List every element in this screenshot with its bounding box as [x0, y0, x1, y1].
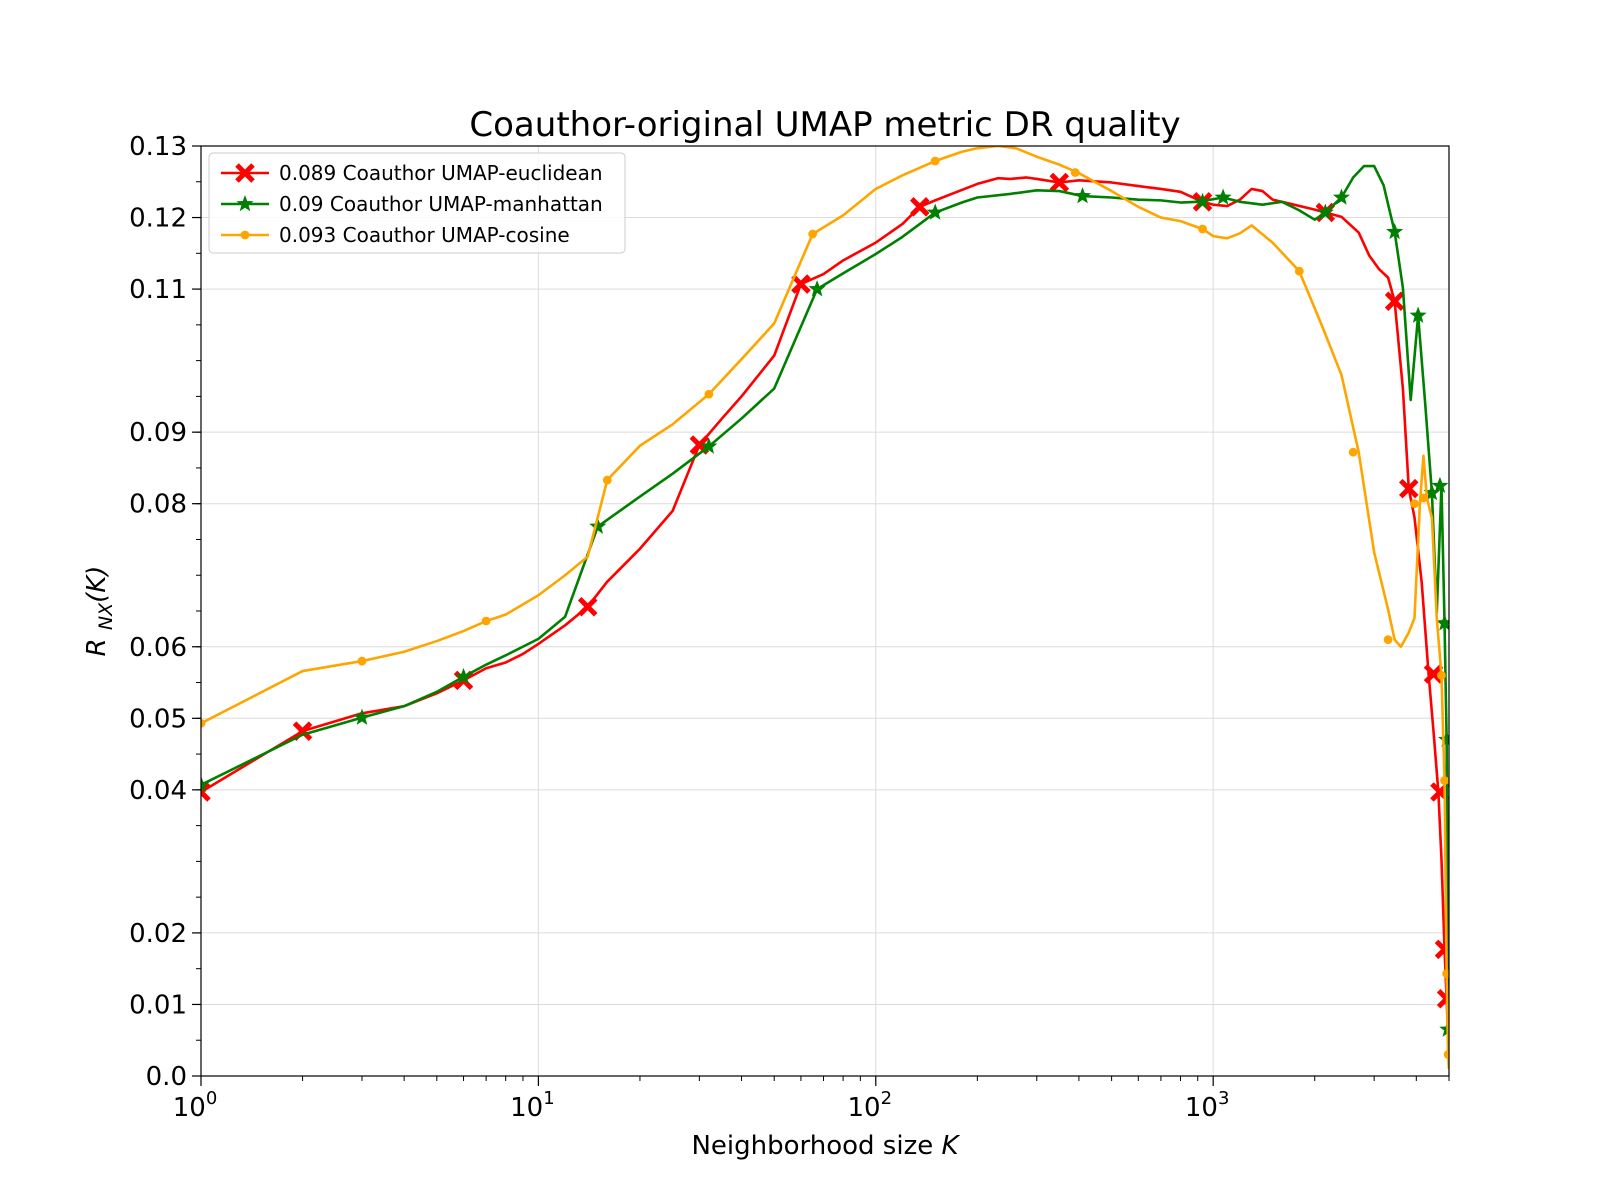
x-tick-exponent: 3	[1218, 1088, 1229, 1109]
series-3-point	[808, 229, 818, 239]
series-3-point	[704, 389, 714, 399]
x-tick-base: 10	[510, 1093, 543, 1123]
series-3-point	[930, 156, 940, 166]
x-tick-base: 10	[848, 1093, 881, 1123]
x-tick-exponent: 0	[206, 1088, 217, 1109]
y-tick-label: 0.13	[129, 132, 187, 162]
series-group	[201, 146, 1449, 1069]
series-3-point	[1419, 493, 1428, 503]
series-2-point	[1214, 188, 1232, 205]
series-1-point	[1423, 664, 1444, 684]
series-2-point	[700, 437, 718, 454]
series-3	[201, 146, 1449, 1069]
series-1-point	[1384, 291, 1405, 312]
legend-swatch-marker	[236, 195, 254, 212]
series-1-point	[1049, 172, 1070, 193]
series-3-point	[1410, 499, 1419, 509]
series-2-point	[353, 708, 371, 725]
series-3-point	[1437, 670, 1446, 680]
x-tick-base: 10	[173, 1093, 206, 1123]
series-2-point	[1332, 188, 1351, 205]
series-3-point	[1443, 1050, 1449, 1059]
series-3-point	[602, 475, 612, 485]
x-tick-base: 10	[1185, 1093, 1218, 1123]
legend-label: 0.09 Coauthor UMAP-manhattan	[279, 192, 603, 216]
x-axis-label: Neighborhood size K	[691, 1131, 960, 1161]
series-3-point	[201, 718, 206, 728]
series-3-point	[1348, 447, 1358, 457]
y-tick-label: 0.06	[129, 633, 187, 663]
series-3-point	[481, 616, 491, 626]
y-tick-label: 0.09	[129, 418, 187, 448]
series-2-point	[926, 203, 944, 220]
x-tick-label: 102	[848, 1088, 893, 1123]
series-2-point	[201, 775, 210, 793]
series-3-point	[357, 656, 367, 666]
series-1-point	[1399, 478, 1419, 499]
legend-swatch-marker	[240, 230, 250, 240]
y-tick-label: 0.04	[129, 776, 187, 806]
series-1	[201, 172, 1449, 1055]
y-tick-label: 0.08	[129, 490, 187, 520]
legend-label: 0.093 Coauthor UMAP-cosine	[279, 223, 570, 247]
series-2-point	[808, 280, 826, 297]
series-2-point	[1423, 483, 1441, 501]
x-tick-label: 101	[510, 1088, 555, 1123]
x-tick-label: 100	[173, 1088, 218, 1123]
y-tick-label: 0.12	[129, 204, 187, 234]
series-1-point	[201, 782, 211, 802]
legend-box	[208, 152, 626, 254]
y-tick-label: 0.0	[146, 1062, 187, 1092]
y-axis-label-text: R	[82, 638, 112, 656]
series-2-point	[1073, 187, 1092, 204]
x-tick-exponent: 2	[881, 1088, 892, 1109]
series-1-point	[791, 274, 811, 294]
series-2-point	[454, 667, 473, 685]
axis-ticks: 0.0 0.01 0.02 0.04 0.05 0.06 0.08 0.09 0.11 0.12 0…	[129, 132, 1450, 1123]
legend-item: 0.089 Coauthor UMAP-euclidean	[221, 161, 603, 185]
x-axis-label-text: Neighborhood size	[691, 1131, 941, 1161]
chart-title: Coauthor-original UMAP metric DR quality	[469, 105, 1180, 145]
x-axis-label-var: K	[941, 1131, 960, 1161]
series-3-point	[1198, 224, 1207, 234]
series-3-point	[1440, 776, 1449, 785]
series-1-point	[1434, 939, 1449, 960]
series-1-point	[577, 596, 598, 617]
y-tick-label: 0.05	[129, 704, 187, 734]
series-2-point	[1316, 203, 1334, 220]
series-1-point	[909, 197, 930, 217]
y-axis-label: R NX(K)	[82, 566, 117, 657]
series-3-point	[1442, 969, 1449, 979]
series-2-point	[1409, 306, 1427, 323]
legend-swatch-marker	[235, 163, 255, 183]
x-tick-label: 103	[1185, 1088, 1230, 1123]
series-2-point	[1431, 476, 1449, 494]
series-2-point	[1386, 222, 1404, 240]
y-tick-label: 0.11	[129, 275, 187, 305]
y-tick-label: 0.02	[129, 919, 187, 949]
x-tick-exponent: 1	[543, 1088, 554, 1109]
legend-item: 0.093 Coauthor UMAP-cosine	[221, 223, 570, 247]
series-3-line	[201, 146, 1449, 1069]
y-tick-label: 0.01	[129, 990, 187, 1020]
series-3-point	[1070, 168, 1080, 177]
series-2-point	[1435, 614, 1449, 631]
legend-item: 0.09 Coauthor UMAP-manhattan	[221, 192, 603, 216]
legend-label: 0.089 Coauthor UMAP-euclidean	[279, 161, 603, 185]
y-axis-label-subscript: NX	[95, 602, 117, 630]
legend: 0.089 Coauthor UMAP-euclidean 0.09 Coauth…	[208, 152, 626, 254]
series-3-point	[1294, 266, 1304, 276]
series-3-point	[1383, 635, 1393, 645]
y-axis-label-rest: (K)	[82, 566, 112, 603]
series-2-point	[589, 517, 607, 534]
series-2-point	[1193, 192, 1212, 210]
